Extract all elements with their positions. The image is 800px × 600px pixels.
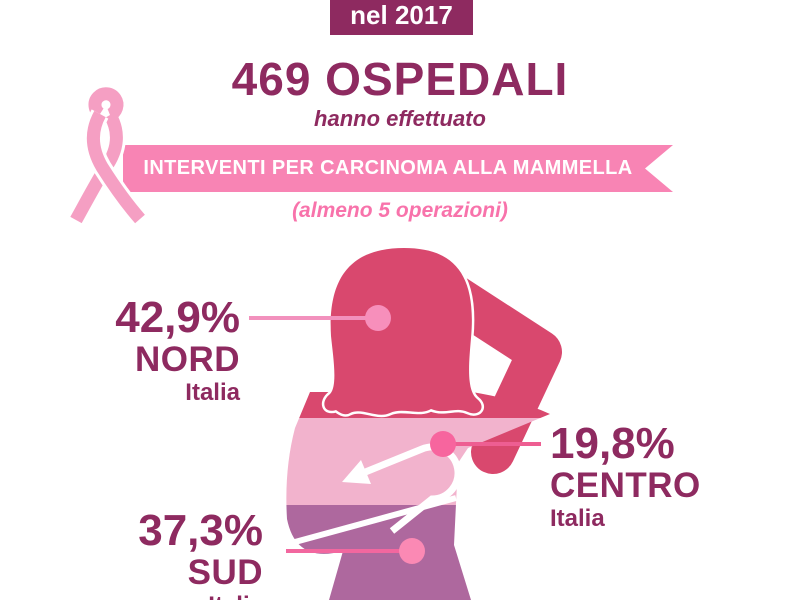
torso-band-nord	[286, 392, 550, 418]
stat-country-nord: Italia	[185, 379, 240, 406]
page-title: 469 OSPEDALI	[231, 53, 569, 105]
operations-note: (almeno 5 operazioni)	[292, 199, 508, 222]
callout-sud	[286, 538, 425, 564]
stat-country-centro: Italia	[550, 505, 605, 532]
stat-block-centro: 19,8% CENTRO Italia	[550, 422, 770, 532]
stat-region-centro: CENTRO	[550, 466, 701, 505]
figure-torso	[286, 392, 550, 600]
stat-country-sud: Italia	[83, 593, 263, 600]
callout-dot-nord	[365, 305, 391, 331]
figure-raised-arm	[423, 266, 569, 481]
stat-block-nord: 42,9% NORD Italia	[60, 296, 240, 406]
year-badge: nel 2017	[330, 0, 473, 35]
banner-label: INTERVENTI PER CARCINOMA ALLA MAMMELLA	[143, 157, 633, 179]
page-subtitle: hanno effettuato	[314, 106, 486, 131]
stat-block-sud: 37,3% SUD Italia	[83, 509, 263, 600]
banner-ribbon: INTERVENTI PER CARCINOMA ALLA MAMMELLA	[123, 145, 673, 192]
callout-dot-centro	[430, 431, 456, 457]
self-exam-motion-arrow-icon	[342, 443, 462, 534]
figure-forearm-line	[283, 495, 457, 548]
stat-value-nord: 42,9%	[115, 293, 240, 342]
stat-value-sud: 37,3%	[138, 506, 263, 555]
stat-value-centro: 19,8%	[550, 419, 675, 468]
callout-centro	[430, 431, 541, 457]
stat-region-nord: NORD	[134, 340, 240, 379]
year-badge-label: nel 2017	[350, 0, 453, 30]
torso-band-sud	[286, 505, 550, 600]
callout-dot-sud	[399, 538, 425, 564]
callout-nord	[249, 305, 391, 331]
figure-hair	[321, 245, 484, 418]
torso-band-centro	[286, 418, 550, 505]
stat-region-sud: SUD	[187, 553, 263, 592]
